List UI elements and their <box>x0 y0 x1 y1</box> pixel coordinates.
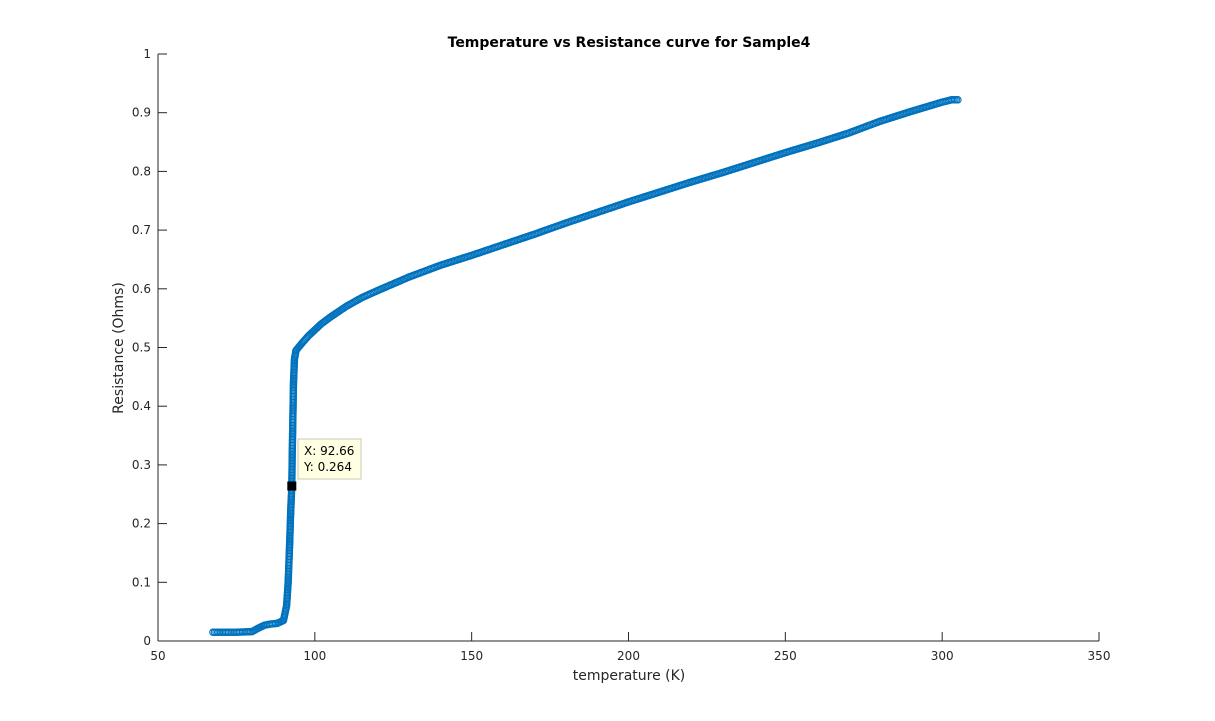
data-point <box>954 96 962 104</box>
y-tick-label: 1 <box>143 47 151 61</box>
y-tick-label: 0.4 <box>132 399 151 413</box>
x-tick-label: 100 <box>303 649 326 663</box>
x-tick-label: 150 <box>460 649 483 663</box>
x-tick-label: 350 <box>1088 649 1111 663</box>
y-tick-label: 0.9 <box>132 106 151 120</box>
y-tick-label: 0.6 <box>132 282 151 296</box>
y-tick-label: 0.3 <box>132 458 151 472</box>
y-tick-label: 0.2 <box>132 517 151 531</box>
y-tick-label: 0.5 <box>132 341 151 355</box>
x-tick-label: 200 <box>617 649 640 663</box>
axes: 50 100 150 200 250 300 350 0 0.1 0.2 0.3 0.4 0.5 0.6 0… <box>132 47 1111 663</box>
x-tick-label: 250 <box>774 649 797 663</box>
datatip-marker[interactable] <box>287 481 297 491</box>
x-tick-label: 300 <box>931 649 954 663</box>
datatip-x-text: X: 92.66 <box>304 444 354 458</box>
y-tick-label: 0.8 <box>132 164 151 178</box>
y-axis-label: Resistance (Ohms) <box>111 282 127 414</box>
datatip[interactable]: X: 92.66 Y: 0.264 <box>287 438 362 491</box>
chart-title: Temperature vs Resistance curve for Samp… <box>448 35 811 51</box>
datatip-y-text: Y: 0.264 <box>303 460 352 474</box>
x-axis-label: temperature (K) <box>573 668 686 684</box>
x-tick-label: 50 <box>150 649 165 663</box>
y-tick-label: 0.7 <box>132 223 151 237</box>
datatip-box <box>297 438 362 480</box>
y-tick-label: 0.1 <box>132 575 151 589</box>
scatter-series[interactable] <box>209 96 962 636</box>
y-tick-label: 0 <box>143 634 151 648</box>
